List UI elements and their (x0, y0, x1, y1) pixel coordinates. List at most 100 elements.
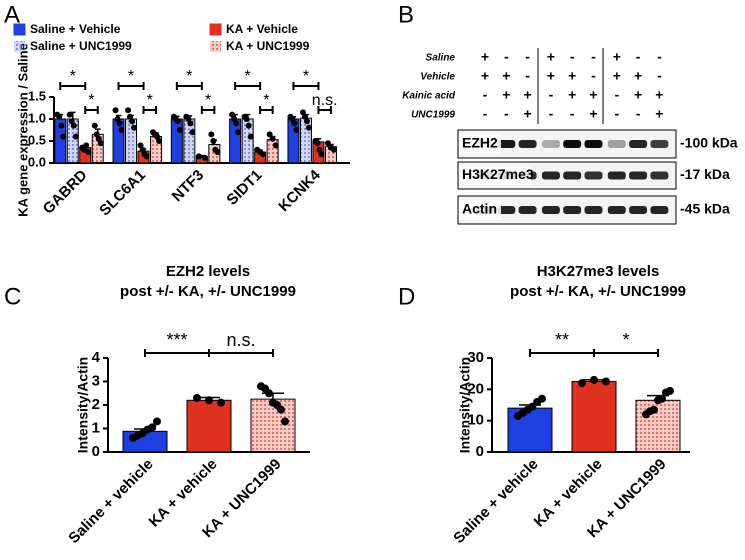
bar (299, 117, 312, 164)
treatment-sign: - (657, 49, 662, 65)
data-point (277, 405, 285, 414)
data-point (658, 394, 666, 403)
blot-label-bg (459, 200, 501, 220)
data-point (303, 118, 310, 125)
panel-letter: B (398, 1, 414, 28)
data-point (590, 375, 598, 384)
y-tick-label: 0.5 (28, 132, 46, 147)
treatment-sign: + (613, 68, 621, 84)
data-point (291, 120, 298, 127)
y-tick-label: 30 (467, 349, 484, 366)
treatment-sign: + (547, 49, 555, 65)
data-point (193, 393, 201, 402)
data-point (70, 122, 77, 129)
bar (635, 399, 681, 453)
data-point (330, 146, 337, 153)
data-point (324, 140, 331, 147)
size-label: -100 kDa (680, 135, 738, 151)
y-tick-label: 4 (92, 349, 101, 366)
treatment-sign: + (568, 87, 576, 103)
legend-swatch (13, 23, 26, 36)
data-point (153, 417, 161, 426)
blot-band (607, 171, 626, 180)
blot-band (541, 140, 560, 148)
significance-label: ** (555, 330, 569, 350)
x-tick-label: KCNK4 (275, 166, 324, 215)
y-tick-label: 0.0 (28, 154, 46, 169)
data-point (272, 142, 279, 149)
treatment-sign: + (502, 68, 510, 84)
legend-swatch (210, 41, 221, 52)
treatment-sign: - (570, 49, 575, 65)
blot-band (497, 140, 516, 148)
x-tick-label: SIDT1 (223, 167, 265, 209)
data-point (72, 133, 79, 140)
data-point (176, 127, 183, 133)
data-point (116, 120, 123, 127)
data-point (205, 396, 213, 405)
data-point (247, 133, 254, 140)
data-point (66, 111, 73, 118)
bar (250, 398, 296, 453)
protein-label: Actin (462, 201, 497, 217)
bar (170, 118, 183, 164)
data-point (650, 405, 658, 414)
significance-label: *** (166, 330, 187, 350)
treatment-sign: - (549, 106, 554, 122)
blot-band (584, 206, 603, 214)
data-point (187, 120, 194, 127)
data-point (235, 129, 242, 136)
data-point (210, 138, 217, 144)
treatment-sign: + (481, 68, 489, 84)
treatment-label: UNC1999 (411, 110, 455, 121)
treatment-sign: + (524, 106, 532, 122)
treatment-sign: + (502, 87, 510, 103)
blot-band (607, 140, 626, 148)
bar (571, 381, 617, 453)
blot-band (629, 140, 648, 148)
blot-band (563, 206, 582, 214)
data-point (174, 118, 181, 125)
legend-swatch (14, 41, 25, 52)
chart-subtitle: post +/- KA, +/- UNC1999 (120, 283, 296, 300)
treatment-label: Kainic acid (402, 91, 456, 102)
treatment-sign: - (525, 68, 530, 84)
data-point (305, 124, 312, 131)
x-tick-label: SLC6A1 (96, 167, 149, 220)
blot-band (497, 206, 516, 214)
legend-swatch (209, 23, 222, 36)
data-point (318, 151, 325, 158)
data-point (538, 394, 546, 403)
y-tick-label: 3 (92, 372, 100, 389)
data-point (265, 389, 273, 398)
y-axis-label: Intensity/Actin (457, 357, 473, 453)
data-point (602, 377, 610, 386)
treatment-sign: - (614, 106, 619, 122)
y-axis-label: KA gene expression / Saline (15, 43, 30, 217)
data-point (131, 124, 138, 131)
treatment-sign: + (655, 106, 663, 122)
data-point (60, 133, 67, 140)
blot-band (584, 171, 603, 180)
blot-band (650, 140, 669, 148)
significance-label: * (303, 68, 309, 85)
treatment-sign: + (568, 68, 576, 84)
data-point (245, 122, 252, 129)
data-point (85, 149, 92, 155)
data-point (156, 138, 163, 144)
data-point (58, 122, 65, 129)
blot-band (584, 140, 603, 148)
data-point (243, 116, 250, 122)
data-point (118, 127, 125, 133)
treatment-sign: + (634, 68, 642, 84)
data-point (125, 107, 132, 114)
significance-label: n.s. (226, 330, 255, 350)
blot-band (563, 171, 582, 180)
x-tick-label: Saline + vehicle (450, 456, 541, 547)
y-tick-label: 10 (467, 412, 484, 429)
chart-title: H3K27me3 levels (537, 263, 660, 280)
treatment-sign: - (483, 87, 488, 103)
treatment-sign: - (549, 87, 554, 103)
